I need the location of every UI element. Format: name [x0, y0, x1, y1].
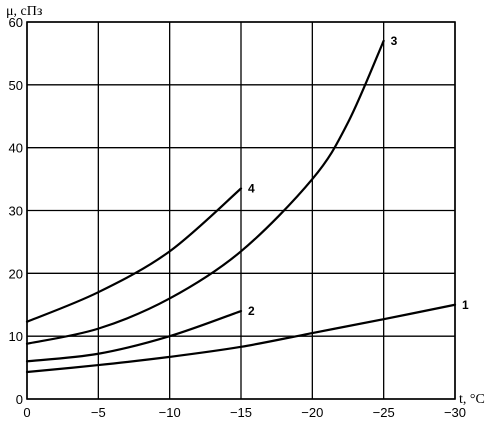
chart-grid [26, 21, 456, 400]
series-line-3 [25, 39, 385, 345]
x-tick-label-4: −20 [301, 405, 323, 420]
chart-series-labels: 1 2 3 4 [248, 34, 469, 318]
x-tick-label-0: 0 [23, 405, 30, 420]
series-label-1: 1 [462, 298, 469, 312]
x-tick-label-3: −15 [230, 405, 252, 420]
y-tick-label-0: 0 [16, 392, 23, 407]
series-line-2 [25, 309, 243, 363]
y-tick-label-3: 30 [9, 204, 23, 219]
x-tick-label-6: −30 [444, 405, 466, 420]
y-axis-label: μ, сПз [6, 4, 43, 19]
series-line-1 [25, 303, 457, 374]
x-axis-label: t, °C [459, 392, 485, 407]
y-tick-label-1: 10 [9, 329, 23, 344]
chart-series [25, 39, 457, 374]
plot-frame [26, 21, 456, 400]
series-label-2: 2 [248, 304, 255, 318]
series-line-4 [25, 187, 243, 323]
y-tick-label-6: 60 [9, 15, 23, 30]
y-tick-label-5: 50 [9, 78, 23, 93]
y-tick-label-2: 20 [9, 266, 23, 281]
x-tick-label-5: −25 [373, 405, 395, 420]
chart-tick-labels: 0 −5 −10 −15 −20 −25 −30 0 10 20 30 40 50 60 [9, 15, 467, 420]
x-tick-label-2: −10 [159, 405, 181, 420]
x-tick-label-1: −5 [91, 405, 106, 420]
series-label-4: 4 [248, 182, 255, 196]
series-label-3: 3 [391, 34, 398, 48]
y-tick-label-4: 40 [9, 141, 23, 156]
